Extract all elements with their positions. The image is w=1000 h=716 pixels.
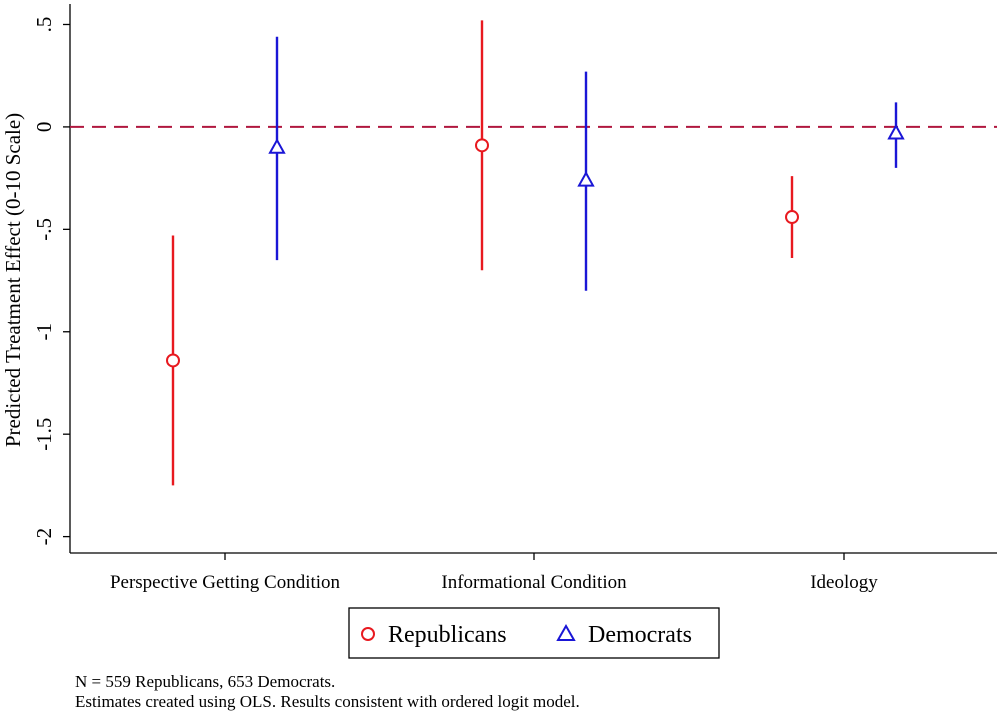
y-tick-label: -1 [32, 323, 56, 341]
y-tick-label: 0 [32, 122, 56, 133]
y-tick-label: -1.5 [32, 418, 56, 451]
legend: Republicans Democrats [348, 607, 720, 659]
y-axis-label: Predicted Treatment Effect (0-10 Scale) [1, 113, 25, 447]
point-marker [577, 170, 595, 187]
legend-box [348, 607, 720, 659]
x-axis-ticks: Perspective Getting Condition Information… [110, 553, 878, 593]
y-tick-label: -.5 [32, 218, 56, 241]
chart-marks [166, 20, 905, 486]
sample-size-note: N = 559 Republicans, 653 Democrats. [75, 672, 336, 691]
treatment-effect-chart: Predicted Treatment Effect (0-10 Scale) … [1, 4, 997, 659]
legend-label: Democrats [588, 622, 692, 648]
legend-marker-triangle [556, 623, 576, 641]
y-tick-label: .5 [32, 17, 56, 33]
y-axis-ticks: .5 0 -.5 -1 -1.5 -2 [32, 17, 70, 546]
point-marker [268, 138, 286, 154]
legend-label: Republicans [388, 622, 507, 648]
x-tick-label: Perspective Getting Condition [110, 572, 341, 593]
x-tick-label: Ideology [810, 572, 878, 593]
plot-frame [69, 4, 997, 554]
method-note: Estimates created using OLS. Results con… [75, 692, 580, 711]
legend-marker-circle [361, 627, 375, 641]
point-marker [166, 353, 180, 368]
y-tick-label: -2 [32, 528, 56, 546]
point-marker [475, 138, 489, 153]
x-tick-label: Informational Condition [441, 572, 627, 593]
point-marker [785, 210, 799, 225]
point-marker [887, 123, 905, 140]
